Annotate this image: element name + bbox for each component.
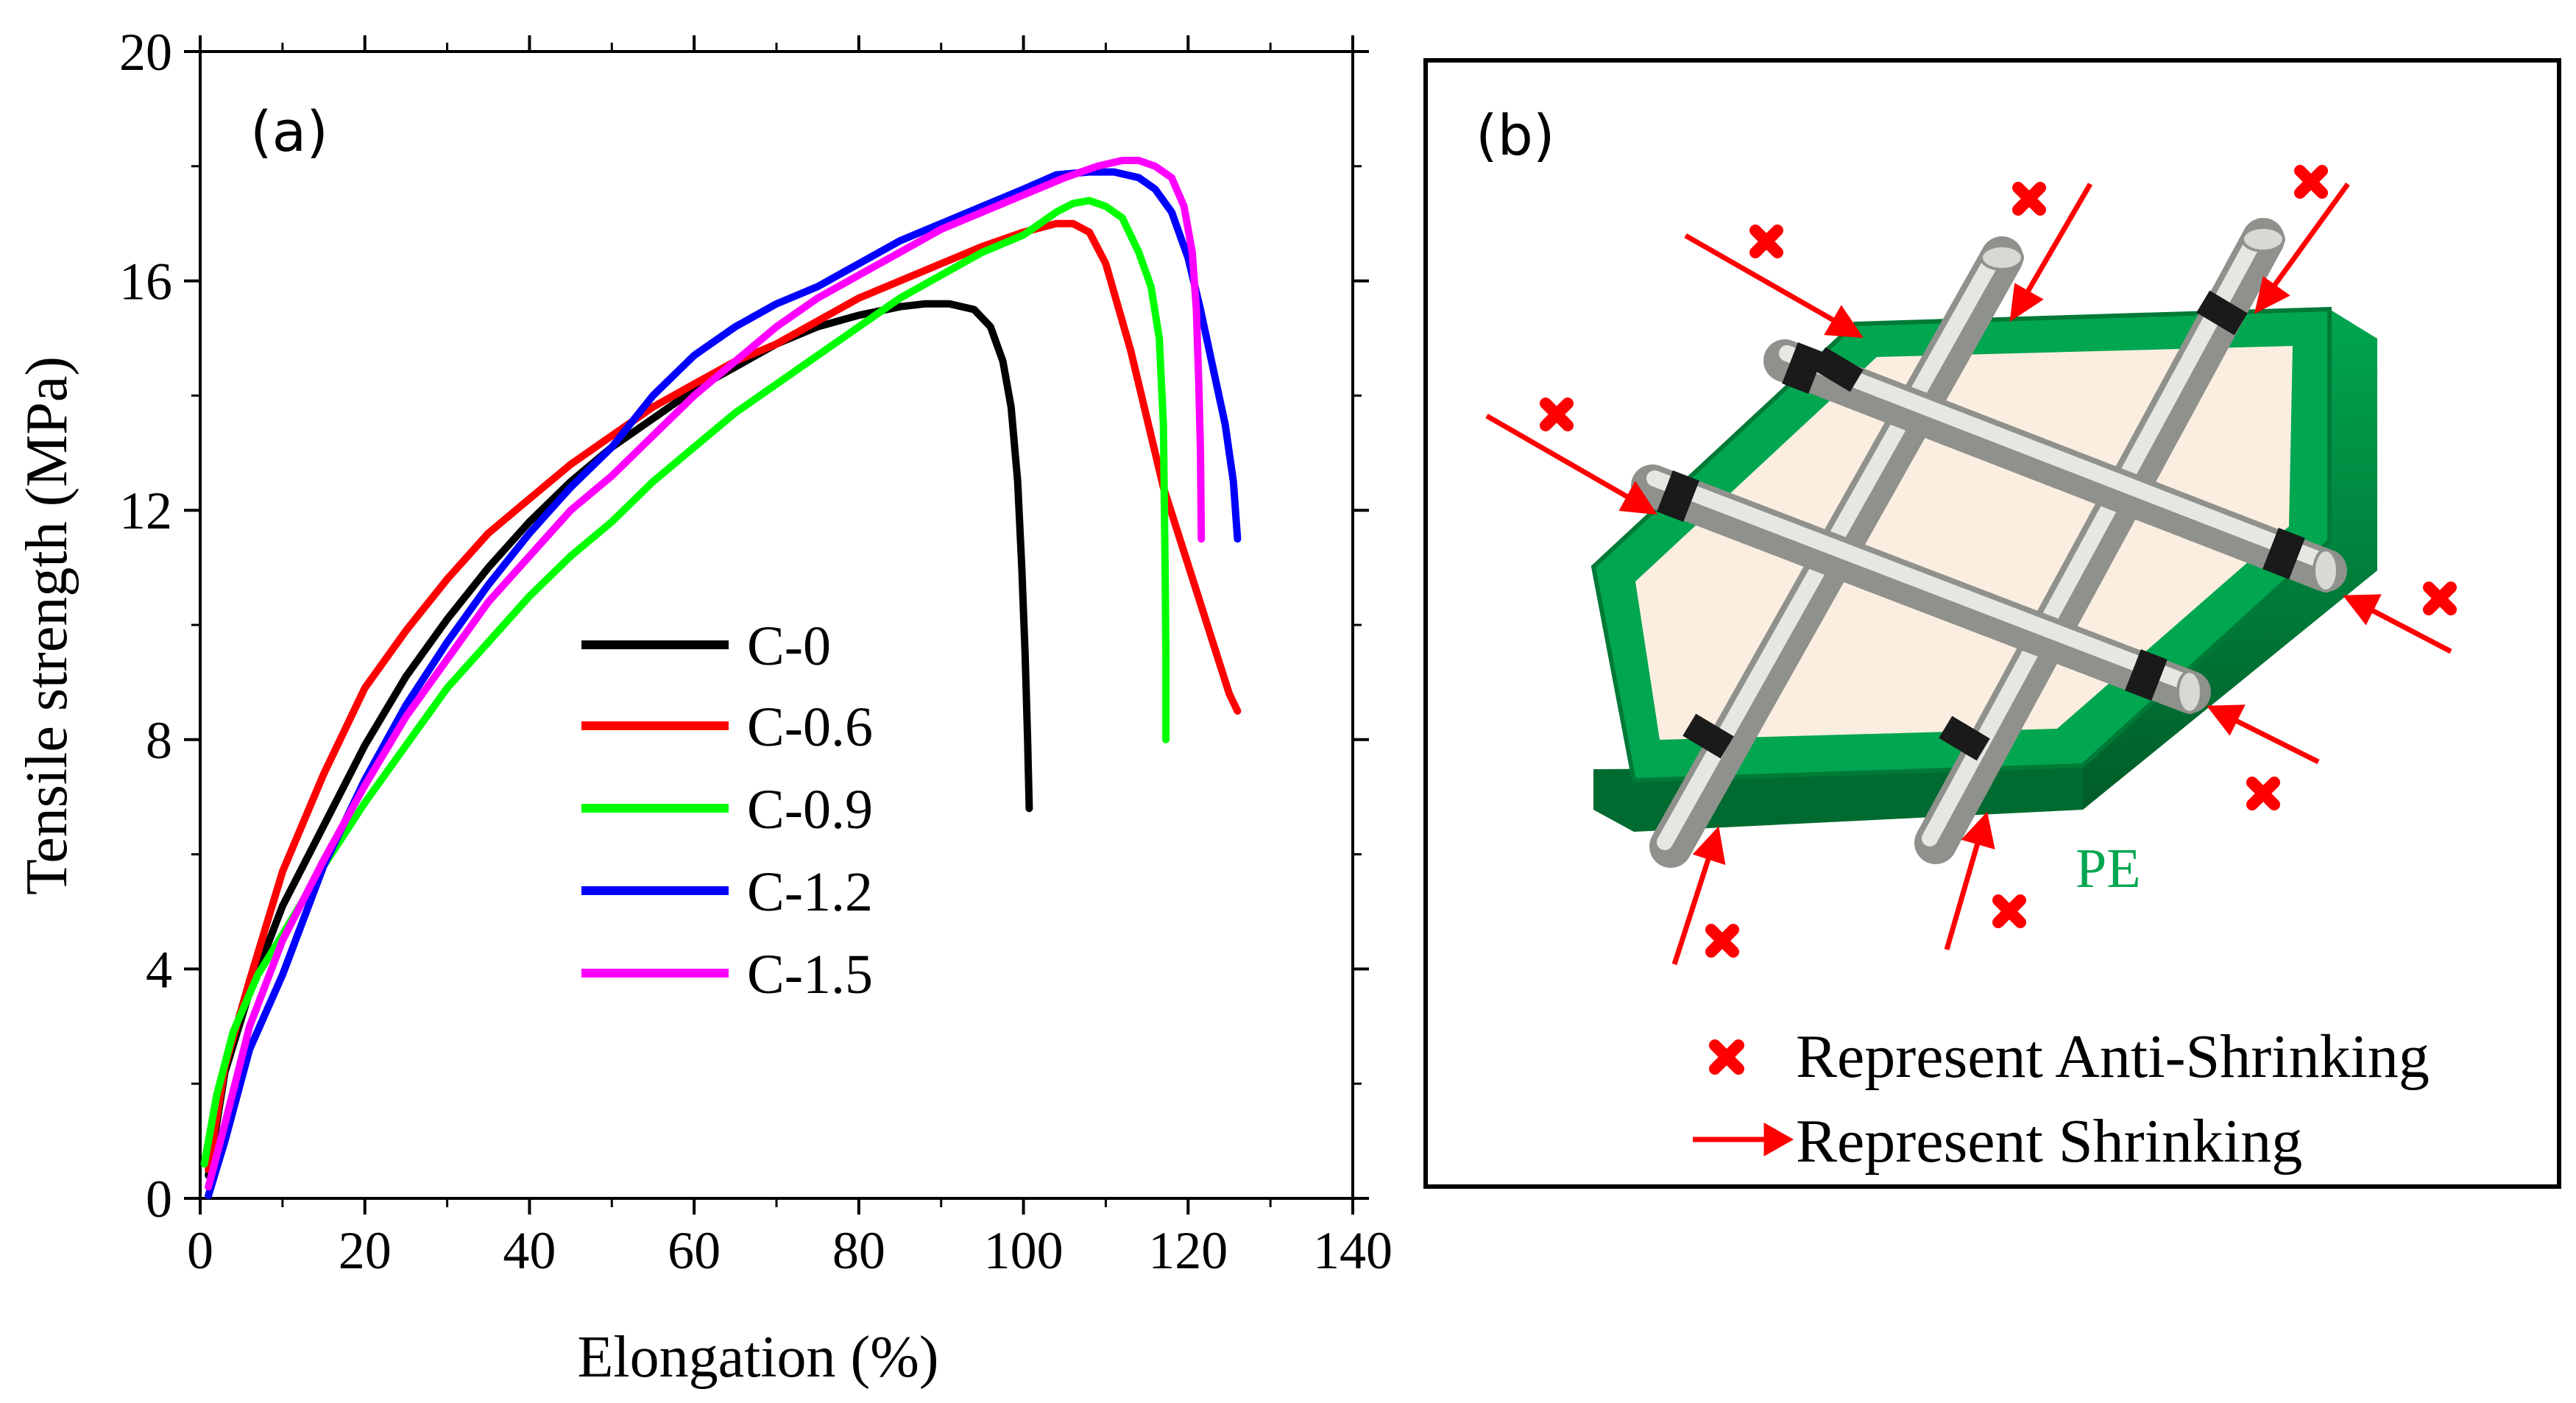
y-axis-label: Tensile strength (MPa) bbox=[15, 356, 79, 895]
x-tick-label: 100 bbox=[984, 1221, 1064, 1280]
x-tick-label: 20 bbox=[339, 1221, 392, 1280]
series-line-c09 bbox=[200, 197, 1170, 1168]
shrinking-schematic: (b) bbox=[1423, 58, 2561, 1189]
y-tick-label: 8 bbox=[146, 711, 172, 770]
series-line-c12 bbox=[205, 168, 1242, 1200]
y-axis-ticks: 0 4 8 12 16 20 bbox=[119, 23, 1369, 1229]
x-marker-icon bbox=[1749, 225, 1783, 258]
x-tick-label: 80 bbox=[832, 1221, 885, 1280]
x-marker-icon bbox=[1540, 397, 1574, 431]
legend-label-c0: C-0 bbox=[747, 615, 831, 677]
legend-label-c06: C-0.6 bbox=[747, 696, 873, 758]
legend-label-c09: C-0.9 bbox=[747, 779, 873, 841]
x-marker-icon bbox=[1705, 924, 1739, 958]
x-marker-icon bbox=[1992, 894, 2026, 928]
rod-horizontal-bottom-highlight bbox=[1646, 470, 2200, 693]
legend-label-c15: C-1.5 bbox=[747, 944, 873, 1006]
x-marker-icon bbox=[2012, 182, 2046, 216]
shrinking-arrows bbox=[1485, 182, 2452, 966]
anti-shrinking-legend-icon bbox=[1709, 1039, 1744, 1075]
series-line-c06 bbox=[205, 219, 1242, 1173]
pe-label: PE bbox=[2076, 838, 2141, 900]
tensile-chart: 0 20 40 60 80 100 120 140 0 4 8 12 16 20 (a) Elongat… bbox=[15, 23, 1393, 1390]
x-tick-label: 60 bbox=[668, 1221, 721, 1280]
x-tick-label: 120 bbox=[1148, 1221, 1228, 1280]
chart-legend: C-0 C-0.6 C-0.9 C-1.2 C-1.5 bbox=[581, 615, 873, 1006]
x-marker-icon bbox=[2246, 777, 2280, 810]
y-tick-label: 20 bbox=[119, 23, 172, 82]
x-tick-label: 0 bbox=[187, 1221, 213, 1280]
panel-label-a: (a) bbox=[250, 99, 328, 164]
y-tick-label: 4 bbox=[146, 940, 172, 999]
shrinking-legend-icon bbox=[1693, 1122, 1794, 1157]
anti-shrinking-markers bbox=[1540, 165, 2457, 958]
x-marker-icon bbox=[2294, 165, 2328, 199]
series-lines bbox=[200, 157, 1242, 1200]
x-axis-ticks: 0 20 40 60 80 100 120 140 bbox=[187, 35, 1393, 1280]
panel-label-b: (b) bbox=[1476, 102, 1555, 168]
x-marker-icon bbox=[2423, 582, 2457, 615]
legend-shrinking: Represent Shrinking bbox=[1796, 1107, 2302, 1176]
y-tick-label: 0 bbox=[146, 1170, 172, 1229]
legend-label-c12: C-1.2 bbox=[747, 861, 873, 923]
x-tick-label: 40 bbox=[503, 1221, 556, 1280]
y-tick-label: 12 bbox=[119, 481, 172, 540]
rod-horizontal-top-highlight bbox=[1779, 345, 2336, 571]
schematic-legend: Represent Anti-Shrinking Represent Shrin… bbox=[1693, 1022, 2430, 1176]
rod-frame-contacts bbox=[1657, 290, 2305, 761]
x-axis-label: Elongation (%) bbox=[578, 1325, 939, 1390]
series-line-c15 bbox=[205, 157, 1206, 1191]
rod-end-caps bbox=[1980, 226, 2339, 714]
y-tick-label: 16 bbox=[119, 252, 172, 311]
x-tick-label: 140 bbox=[1313, 1221, 1393, 1280]
legend-anti-shrinking: Represent Anti-Shrinking bbox=[1796, 1022, 2430, 1091]
